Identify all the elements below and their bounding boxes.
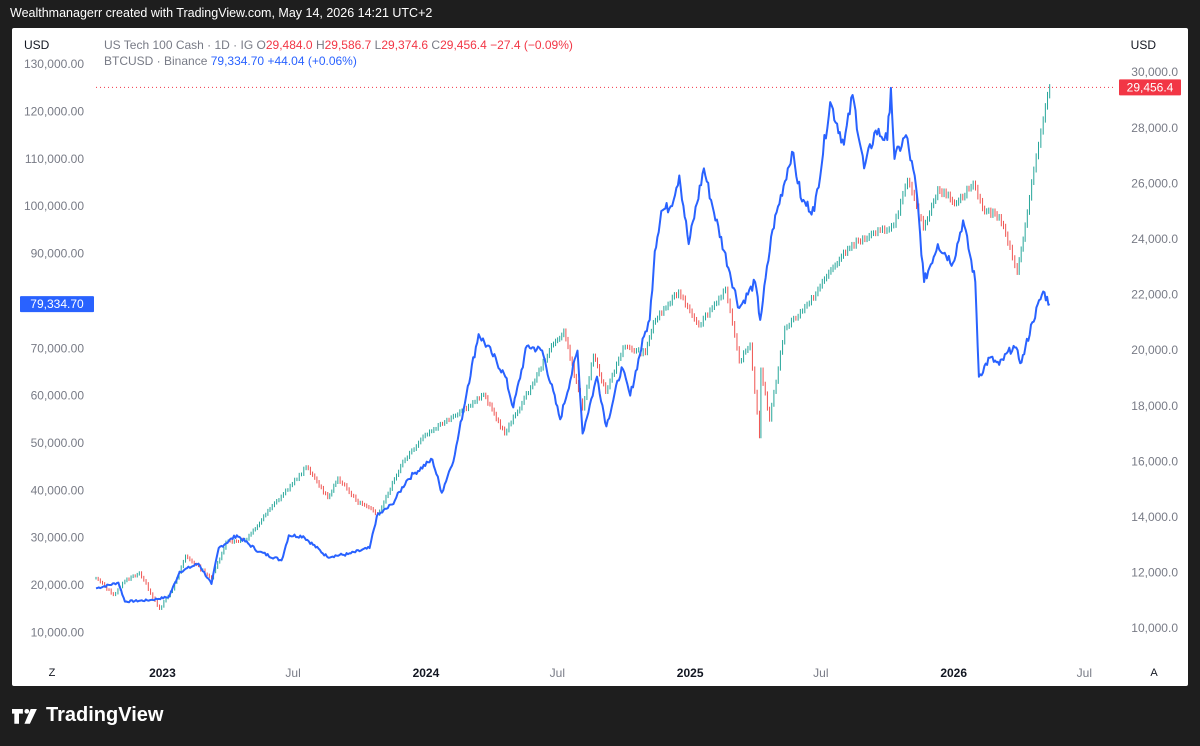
legend-close: 29,456.4 <box>440 38 487 52</box>
left-tick-label: 110,000.00 <box>25 152 84 166</box>
left-tick-label: 70,000.00 <box>31 341 85 355</box>
nasdaq-series <box>95 84 1051 610</box>
right-axis-currency: USD <box>1130 38 1156 52</box>
legend-btc-name: BTCUSD · Binance <box>104 54 208 68</box>
right-tick-label: 18,000.0 <box>1131 399 1178 413</box>
legend-h-label: H <box>315 38 325 52</box>
right-corner-label[interactable]: A <box>1150 667 1158 679</box>
btc-price-badge-label: 79,334.70 <box>30 297 84 311</box>
legend-o-label: O <box>256 38 266 52</box>
right-tick-label: 12,000.0 <box>1131 566 1178 580</box>
time-tick-label: 2026 <box>940 666 967 680</box>
time-tick-label: Jul <box>285 666 300 680</box>
left-tick-label: 40,000.00 <box>31 483 85 497</box>
left-tick-label: 60,000.00 <box>31 389 85 403</box>
legend-btc-last: 79,334.70 <box>210 54 265 68</box>
legend-nasdaq[interactable]: US Tech 100 Cash · 1D · IG O29,484.0 H29… <box>104 37 573 53</box>
right-tick-label: 10,000.0 <box>1131 621 1178 635</box>
chart-legend: US Tech 100 Cash · 1D · IG O29,484.0 H29… <box>104 37 573 69</box>
right-tick-label: 26,000.0 <box>1131 176 1178 190</box>
time-tick-label: 2025 <box>677 666 704 680</box>
left-axis: 10,000.00 20,000.00 30,000.00 40,000.00 50,0… <box>24 57 84 639</box>
tradingview-logo: TradingView <box>12 704 163 727</box>
left-corner-label[interactable]: Z <box>49 667 56 679</box>
btc-price-badge <box>20 296 94 313</box>
time-axis[interactable]: 2023 Jul 2024 Jul 2025 Jul 2026 Jul <box>149 666 1092 680</box>
left-axis-currency: USD <box>24 38 50 52</box>
right-tick-label: 28,000.0 <box>1131 121 1178 135</box>
legend-c-label: C <box>431 38 441 52</box>
right-tick-label: 20,000.0 <box>1131 343 1178 357</box>
btc-series-line <box>95 86 1051 604</box>
time-tick-label: Jul <box>550 666 565 680</box>
legend-nasdaq-change: −27.4 (−0.09%) <box>490 38 573 52</box>
nasdaq-price-badge-label: 29,456.4 <box>1127 80 1174 94</box>
legend-l-label: L <box>374 38 382 52</box>
time-tick-label: 2023 <box>149 666 176 680</box>
tradingview-logo-text: TradingView <box>46 704 164 726</box>
left-tick-label: 100,000.00 <box>24 199 84 213</box>
left-tick-label: 20,000.00 <box>31 578 85 592</box>
time-tick-label: Jul <box>1077 666 1092 680</box>
left-tick-label: 120,000.00 <box>24 105 84 119</box>
right-tick-label: 30,000.0 <box>1131 65 1178 79</box>
chart-panel[interactable]: USD USD US Tech 100 Cash · 1D · IG O29,4… <box>12 28 1188 686</box>
legend-btc[interactable]: BTCUSD · Binance 79,334.70 +44.04 (+0.06… <box>104 53 573 69</box>
chart-credit: Wealthmanagerr created with TradingView.… <box>10 6 433 20</box>
left-tick-label: 130,000.00 <box>24 57 84 71</box>
right-tick-label: 22,000.0 <box>1131 288 1178 302</box>
right-axis[interactable]: 10,000.0 12,000.0 14,000.0 16,000.0 18,000.0… <box>1131 65 1178 635</box>
legend-btc-change: +44.04 (+0.06%) <box>267 54 357 68</box>
legend-high: 29,586.7 <box>324 38 372 52</box>
legend-nasdaq-name: US Tech 100 Cash · 1D · IG <box>104 38 254 52</box>
legend-low: 29,374.6 <box>381 38 429 52</box>
left-tick-label: 90,000.00 <box>31 247 85 261</box>
price-chart[interactable]: 10,000.00 20,000.00 30,000.00 40,000.00 50,0… <box>12 28 1188 686</box>
tradingview-logo-icon <box>12 708 37 724</box>
left-tick-label: 10,000.00 <box>31 625 85 639</box>
right-tick-label: 16,000.0 <box>1131 454 1178 468</box>
price-badges: 79,334.70 29,456.4 <box>20 79 1181 313</box>
time-tick-label: Jul <box>813 666 828 680</box>
left-tick-label: 30,000.00 <box>31 531 85 545</box>
time-tick-label: 2024 <box>413 666 440 680</box>
nasdaq-price-badge <box>1119 79 1181 96</box>
right-tick-label: 24,000.0 <box>1131 232 1178 246</box>
left-tick-label: 50,000.00 <box>31 436 85 450</box>
right-tick-label: 14,000.0 <box>1131 510 1178 524</box>
legend-open: 29,484.0 <box>265 38 313 52</box>
